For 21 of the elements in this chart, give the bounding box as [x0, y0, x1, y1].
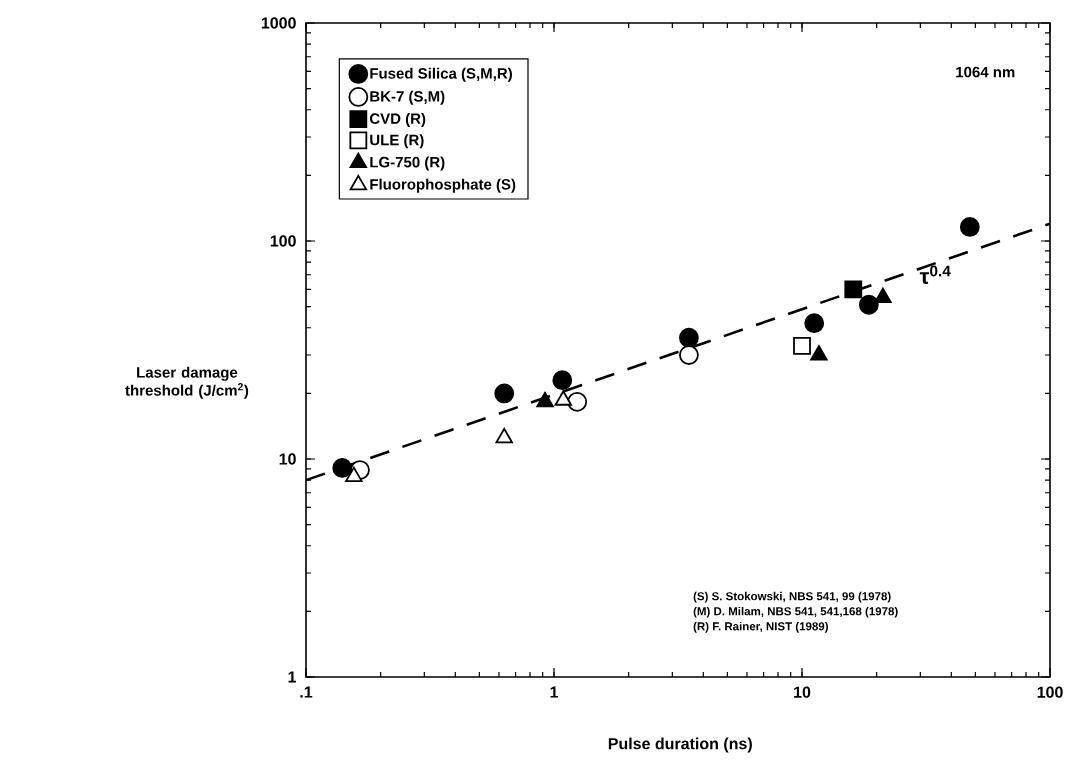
annotation: (R) F. Rainer, NIST (1989) [693, 621, 828, 633]
x-axis-title: Pulse duration (ns) [608, 737, 752, 753]
series-label: τ$^{0.4}$ [919, 265, 951, 285]
legend-label: LG-750 (R) [370, 156, 445, 171]
y-tick-label: 10 [279, 453, 296, 465]
legend-label: BK-7 (S,M) [370, 90, 445, 105]
x-tick-label: 10 [794, 686, 811, 698]
legend-label: Fluorophosphate (S) [370, 178, 516, 193]
y-tick-label: 1 [288, 671, 297, 683]
legend-label: Fused Silica (S,M,R) [370, 67, 512, 82]
y-tick-label: 1000 [261, 17, 296, 29]
legend-label: ULE (R) [370, 134, 424, 149]
x-tick-label: 1 [550, 686, 559, 698]
annotation: (S) S. Stokowski, NBS 541, 99 (1978) [693, 591, 891, 603]
x-tick-label: .1 [300, 686, 313, 698]
y-axis-title: Laser damage threshold (J/cm$^{2}$) [125, 366, 249, 399]
annotation: (M) D. Milam, NBS 541, 541,168 (1978) [693, 606, 898, 618]
annotation: 1064 nm [956, 66, 1015, 78]
y-tick-label: 100 [270, 235, 296, 247]
x-tick-label: 100 [1037, 686, 1063, 698]
legend-label: CVD (R) [369, 112, 426, 127]
